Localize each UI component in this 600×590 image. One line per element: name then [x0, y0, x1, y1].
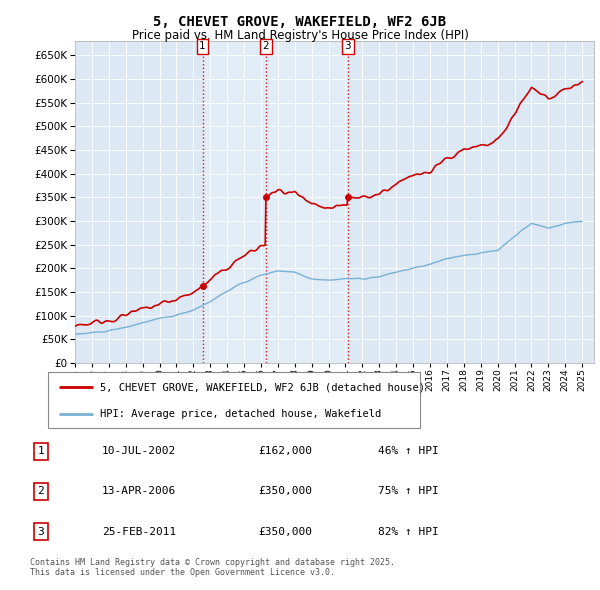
Text: £350,000: £350,000	[258, 527, 312, 536]
Text: 25-FEB-2011: 25-FEB-2011	[102, 527, 176, 536]
Text: 5, CHEVET GROVE, WAKEFIELD, WF2 6JB: 5, CHEVET GROVE, WAKEFIELD, WF2 6JB	[154, 15, 446, 29]
Text: 75% ↑ HPI: 75% ↑ HPI	[378, 487, 439, 496]
Text: 2: 2	[263, 41, 269, 51]
Text: 10-JUL-2002: 10-JUL-2002	[102, 447, 176, 456]
Text: 2: 2	[37, 487, 44, 496]
Bar	[266, 41, 348, 363]
Text: 3: 3	[37, 527, 44, 536]
Text: 5, CHEVET GROVE, WAKEFIELD, WF2 6JB (detached house): 5, CHEVET GROVE, WAKEFIELD, WF2 6JB (det…	[100, 382, 425, 392]
Bar	[203, 41, 266, 363]
Text: 3: 3	[344, 41, 351, 51]
Text: 46% ↑ HPI: 46% ↑ HPI	[378, 447, 439, 456]
Text: HPI: Average price, detached house, Wakefield: HPI: Average price, detached house, Wake…	[100, 409, 382, 419]
Text: 1: 1	[199, 41, 206, 51]
Text: £350,000: £350,000	[258, 487, 312, 496]
Text: 13-APR-2006: 13-APR-2006	[102, 487, 176, 496]
Text: 82% ↑ HPI: 82% ↑ HPI	[378, 527, 439, 536]
Text: £162,000: £162,000	[258, 447, 312, 456]
Text: Price paid vs. HM Land Registry's House Price Index (HPI): Price paid vs. HM Land Registry's House …	[131, 30, 469, 42]
FancyBboxPatch shape	[48, 372, 420, 428]
Text: Contains HM Land Registry data © Crown copyright and database right 2025.
This d: Contains HM Land Registry data © Crown c…	[30, 558, 395, 577]
Text: 1: 1	[37, 447, 44, 456]
